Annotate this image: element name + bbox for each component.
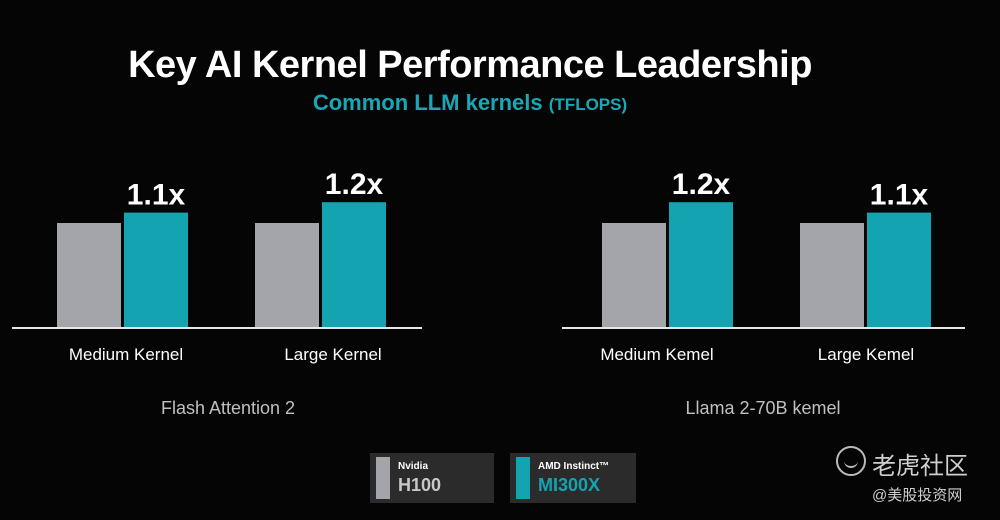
category-label: Large Kemel (818, 345, 914, 364)
value-label: 1.2x (672, 168, 731, 201)
chart-caption: Llama 2-70B kemel (685, 398, 840, 418)
legend-vendor-amd: AMD Instinct™ (538, 461, 610, 472)
category-label: Medium Kernel (69, 345, 183, 364)
bar-h100-1-1 (57, 223, 121, 327)
watermark-text: 老虎社区 (872, 453, 968, 480)
bar-h100-2-2 (800, 223, 864, 327)
watermark-logo-icon (836, 446, 866, 476)
subtitle-unit: (TFLOPS) (548, 95, 628, 114)
value-label: 1.1x (870, 179, 929, 212)
page-subtitle: Common LLM kernels (TFLOPS) (0, 90, 940, 116)
value-label: 1.1x (127, 179, 186, 212)
value-label: 1.2x (325, 168, 384, 201)
chart-caption: Flash Attention 2 (161, 398, 295, 418)
subtitle-text: Common LLM kernels (312, 90, 543, 115)
bar-mi300x-2-1 (669, 202, 733, 327)
legend-product-mi300x: MI300X (538, 475, 601, 495)
bar-mi300x-2-2 (867, 212, 931, 327)
page-title: Key AI Kernel Performance Leadership (128, 44, 812, 86)
bar-h100-2-1 (602, 223, 666, 327)
legend-nvidia: Nvidia H100 (370, 453, 494, 503)
legend-amd: AMD Instinct™ MI300X (510, 453, 636, 503)
legend-vendor-nvidia: Nvidia (398, 461, 429, 472)
legend-swatch-amd (516, 457, 530, 499)
bar-mi300x-1-2 (322, 202, 386, 327)
legend-swatch-nvidia (376, 457, 390, 499)
bar-mi300x-1-1 (124, 212, 188, 327)
watermark-subtext: @美股投资网 (872, 487, 963, 504)
legend-product-h100: H100 (398, 475, 442, 495)
bar-h100-1-2 (255, 223, 319, 327)
category-label: Large Kernel (284, 345, 381, 364)
category-label: Medium Kemel (600, 345, 713, 364)
